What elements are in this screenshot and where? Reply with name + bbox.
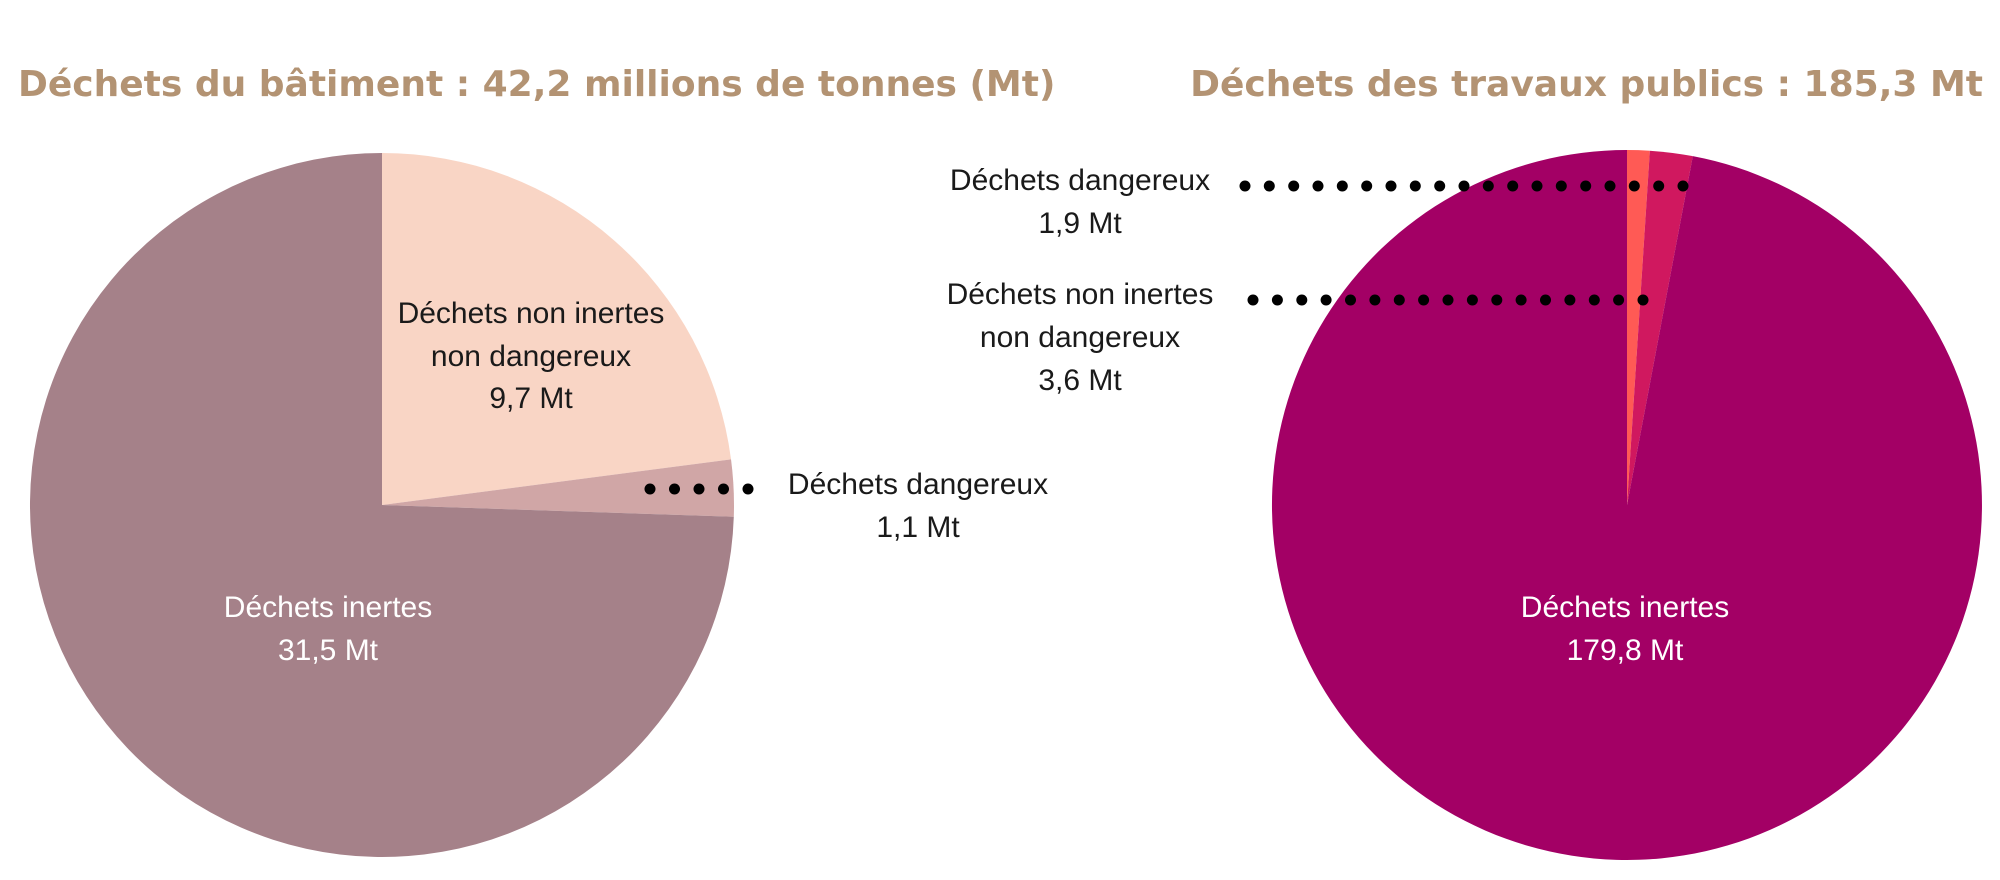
leader-dot <box>1336 180 1348 192</box>
leader-dot <box>1466 294 1478 306</box>
slice-label-text: Déchets non inertes <box>398 297 665 330</box>
leader-dot <box>1288 180 1300 192</box>
leader-dots-tp-dangereux <box>1239 180 1689 192</box>
leader-dot <box>1531 180 1543 192</box>
slice-label-text-line2: non dangereux <box>980 321 1180 354</box>
leader-dot <box>1540 294 1551 306</box>
slice-label-tp-dangereux: Déchets dangereux 1,9 Mt <box>950 164 1210 240</box>
leader-dot <box>1263 180 1275 192</box>
slice-tp-non-inertes <box>1627 150 1693 506</box>
leader-dot <box>1515 294 1527 306</box>
chart-title-batiment: Déchets du bâtiment : 42,2 millions de t… <box>18 64 1055 105</box>
leader-dot <box>1239 180 1251 192</box>
slice-value-text: 9,7 Mt <box>489 382 573 415</box>
leader-dot <box>1564 294 1576 306</box>
slice-batiment-dangereux <box>382 459 734 517</box>
slice-value-text: 31,5 Mt <box>278 634 379 667</box>
leader-dot <box>1409 180 1421 192</box>
leader-dot <box>1361 180 1373 192</box>
slice-label-text: Déchets inertes <box>224 591 432 624</box>
slice-label-text: Déchets inertes <box>1521 591 1729 624</box>
leader-dot <box>1296 294 1308 306</box>
leader-dot <box>669 483 680 495</box>
leader-dot <box>742 483 754 495</box>
leader-dot <box>1385 180 1397 192</box>
leader-dot <box>1442 294 1454 306</box>
pie-chart-batiment <box>29 153 734 858</box>
leader-dot <box>1312 180 1324 192</box>
leader-dot <box>1588 294 1600 306</box>
slice-tp-inertes <box>1271 150 1982 860</box>
leader-dot <box>1271 294 1283 306</box>
slice-label-batiment-non-inertes: Déchets non inertes non dangereux 9,7 Mt <box>398 297 665 415</box>
slice-value-text: 1,9 Mt <box>1038 207 1122 240</box>
slice-label-batiment-inertes: Déchets inertes 31,5 Mt <box>224 591 432 667</box>
chart-title-travaux-publics: Déchets des travaux publics : 185,3 Mt <box>1190 64 1983 105</box>
leader-dot <box>1369 294 1381 306</box>
leader-dot <box>718 483 729 495</box>
slice-batiment-non-inertes <box>382 153 732 505</box>
slice-value-text: 1,1 Mt <box>876 511 960 544</box>
leader-dot <box>1434 180 1446 192</box>
leader-dots-batiment-dangereux <box>644 483 754 495</box>
leader-dot <box>1637 294 1649 306</box>
leader-dot <box>1491 294 1503 306</box>
leader-dot <box>693 483 705 495</box>
slice-value-text: 179,8 Mt <box>1567 634 1684 667</box>
leader-dot <box>1482 180 1494 192</box>
leader-dot <box>1345 294 1356 306</box>
leader-dot <box>1555 180 1567 192</box>
leader-dot <box>1613 294 1625 306</box>
leader-dot <box>1507 180 1519 192</box>
leader-dot <box>1604 180 1616 192</box>
leader-dot <box>644 483 656 495</box>
leader-dot <box>1393 294 1405 306</box>
slice-label-text: Déchets dangereux <box>788 468 1048 501</box>
leader-dots-tp-non-inertes <box>1247 294 1649 306</box>
leader-dot <box>1458 180 1470 192</box>
slice-value-text: 3,6 Mt <box>1038 364 1122 397</box>
leader-dot <box>1418 294 1430 306</box>
slice-label-tp-inertes: Déchets inertes 179,8 Mt <box>1521 591 1729 667</box>
leader-dot <box>1320 294 1332 306</box>
pie-chart-travaux-publics <box>1271 150 1982 860</box>
leader-dot <box>1677 180 1689 192</box>
slice-label-batiment-dangereux: Déchets dangereux 1,1 Mt <box>788 468 1048 544</box>
slice-label-text-line2: non dangereux <box>431 340 631 373</box>
slice-label-text: Déchets non inertes <box>947 278 1214 311</box>
leader-dot <box>1653 180 1665 192</box>
slice-batiment-inertes <box>29 153 734 858</box>
slice-label-tp-non-inertes: Déchets non inertes non dangereux 3,6 Mt <box>947 278 1214 397</box>
slice-tp-dangereux <box>1627 150 1650 505</box>
leader-dot <box>1580 180 1592 192</box>
leader-dot <box>1247 294 1259 306</box>
slice-label-text: Déchets dangereux <box>950 164 1210 197</box>
leader-dot <box>1628 180 1640 192</box>
